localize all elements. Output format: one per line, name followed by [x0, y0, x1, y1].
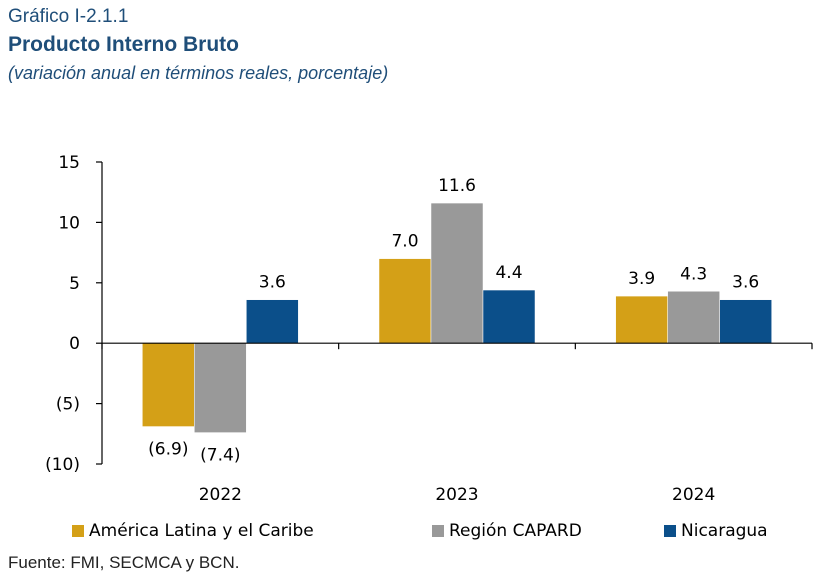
y-tick-label: 0: [69, 334, 80, 354]
chart-subtitle: (variación anual en términos reales, por…: [8, 63, 389, 83]
bar-value-label: 11.6: [438, 176, 476, 196]
y-tick-label: (10): [45, 455, 80, 475]
bar-value-label: (7.4): [200, 446, 240, 466]
y-tick-label: 5: [69, 274, 80, 294]
bar-value-label: 3.6: [259, 273, 286, 293]
x-category-label: 2023: [435, 485, 478, 505]
bar: [430, 202, 484, 344]
bar: [194, 342, 247, 433]
legend-swatch: [664, 525, 676, 537]
x-category-label: 2024: [672, 485, 715, 505]
chart-title: Producto Interno Bruto: [8, 33, 239, 56]
legend-swatch: [72, 525, 84, 537]
bar: [378, 258, 432, 344]
chart-header: Gráfico I-2.1.1 Producto Interno Bruto (…: [8, 4, 388, 86]
source-note: Fuente: FMI, SECMCA y BCN.: [8, 553, 240, 572]
bar-value-label: 4.4: [495, 263, 522, 283]
chart-number: Gráfico I-2.1.1: [8, 6, 129, 27]
bar-value-label: 3.9: [628, 269, 655, 289]
bar: [142, 342, 195, 427]
bar: [615, 295, 668, 344]
bar-value-label: 7.0: [391, 232, 418, 252]
bar-value-label: (6.9): [148, 440, 188, 460]
legend-label: Región CAPARD: [449, 521, 582, 541]
y-tick-label: (5): [56, 395, 80, 415]
bar-value-label: 4.3: [680, 264, 707, 284]
legend-swatch: [432, 525, 444, 537]
bar: [719, 299, 772, 344]
legend-label: América Latina y el Caribe: [89, 521, 314, 541]
legend-label: Nicaragua: [681, 521, 768, 541]
bar: [482, 289, 536, 344]
x-category-label: 2022: [199, 485, 242, 505]
bar: [246, 299, 299, 344]
y-tick-label: 10: [58, 213, 80, 233]
y-tick-label: 15: [58, 153, 80, 173]
bar-value-label: 3.6: [732, 273, 759, 293]
bar: [667, 291, 720, 344]
